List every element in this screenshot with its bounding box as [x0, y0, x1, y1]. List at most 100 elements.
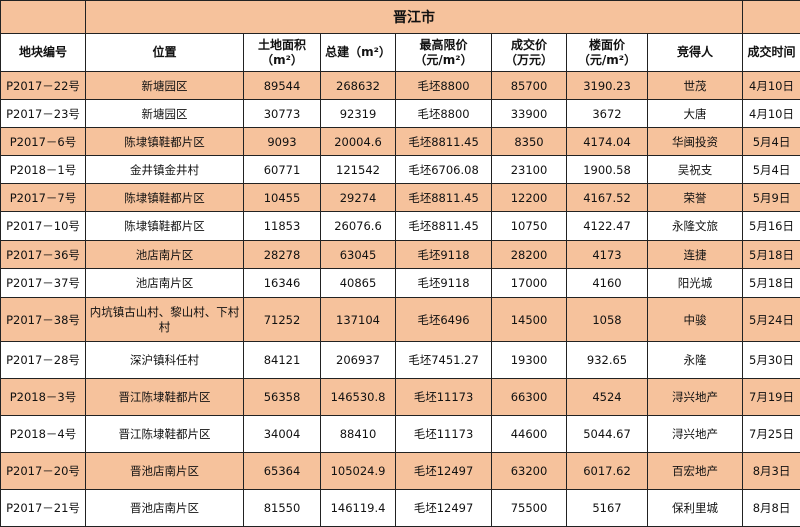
cell-id: P2017－37号	[1, 269, 86, 298]
cell-id: P2017－20号	[1, 453, 86, 490]
cell-total-build: 20004.6	[321, 128, 396, 156]
cell-total-build: 26076.6	[321, 212, 396, 241]
cell-location: 池店南片区	[86, 241, 244, 269]
cell-total-build: 29274	[321, 184, 396, 212]
table-row: P2017－21号 晋池店南片区 81550 146119.4 毛坯12497 …	[1, 490, 800, 527]
cell-deal-price: 14500	[492, 298, 567, 342]
cell-winner: 阳光城	[648, 269, 743, 298]
cell-max-price: 毛坯9118	[396, 241, 492, 269]
cell-id: P2017－7号	[1, 184, 86, 212]
cell-winner: 浔兴地产	[648, 416, 743, 453]
cell-land-area: 28278	[244, 241, 321, 269]
cell-location: 池店南片区	[86, 269, 244, 298]
cell-land-area: 16346	[244, 269, 321, 298]
cell-winner: 华闽投资	[648, 128, 743, 156]
cell-location: 晋江陈埭鞋都片区	[86, 379, 244, 416]
cell-total-build: 63045	[321, 241, 396, 269]
cell-land-area: 30773	[244, 100, 321, 128]
header-id: 地块编号	[1, 34, 86, 72]
cell-winner: 世茂	[648, 72, 743, 100]
cell-location: 陈埭镇鞋都片区	[86, 184, 244, 212]
cell-deal-price: 17000	[492, 269, 567, 298]
cell-land-area: 10455	[244, 184, 321, 212]
cell-id: P2017－22号	[1, 72, 86, 100]
header-deal-price: 成交价（万元）	[492, 34, 567, 72]
cell-location: 晋池店南片区	[86, 453, 244, 490]
cell-location: 陈埭镇鞋都片区	[86, 128, 244, 156]
header-row: 地块编号 位置 土地面积（m²） 总建（m²） 最高限价（元/m²） 成交价（万…	[1, 34, 800, 72]
cell-max-price: 毛坯8800	[396, 100, 492, 128]
cell-date: 5月24日	[743, 298, 800, 342]
cell-land-area: 9093	[244, 128, 321, 156]
title-corner-cell	[1, 1, 86, 34]
cell-date: 5月18日	[743, 269, 800, 298]
cell-id: P2017－10号	[1, 212, 86, 241]
cell-land-area: 56358	[244, 379, 321, 416]
cell-date: 8月8日	[743, 490, 800, 527]
cell-date: 5月4日	[743, 156, 800, 184]
cell-deal-price: 44600	[492, 416, 567, 453]
cell-total-build: 206937	[321, 342, 396, 379]
table-row: P2017－10号 陈埭镇鞋都片区 11853 26076.6 毛坯8811.4…	[1, 212, 800, 241]
table-row: P2017－7号 陈埭镇鞋都片区 10455 29274 毛坯8811.45 1…	[1, 184, 800, 212]
cell-deal-price: 28200	[492, 241, 567, 269]
cell-winner: 中骏	[648, 298, 743, 342]
cell-total-build: 121542	[321, 156, 396, 184]
cell-floor-price: 3672	[567, 100, 648, 128]
cell-winner: 浔兴地产	[648, 379, 743, 416]
cell-max-price: 毛坯12497	[396, 453, 492, 490]
title-end-cell	[743, 1, 800, 34]
cell-id: P2018－4号	[1, 416, 86, 453]
header-total-build: 总建（m²）	[321, 34, 396, 72]
cell-winner: 永隆文旅	[648, 212, 743, 241]
header-max-price: 最高限价（元/m²）	[396, 34, 492, 72]
cell-location: 新塘园区	[86, 72, 244, 100]
table-row: P2018－1号 金井镇金井村 60771 121542 毛坯6706.08 2…	[1, 156, 800, 184]
cell-deal-price: 10750	[492, 212, 567, 241]
header-floor-price: 楼面价（元/m²）	[567, 34, 648, 72]
cell-winner: 连捷	[648, 241, 743, 269]
header-land-area: 土地面积（m²）	[244, 34, 321, 72]
cell-id: P2018－3号	[1, 379, 86, 416]
cell-id: P2018－1号	[1, 156, 86, 184]
cell-land-area: 84121	[244, 342, 321, 379]
cell-date: 4月10日	[743, 72, 800, 100]
header-location: 位置	[86, 34, 244, 72]
cell-id: P2017－23号	[1, 100, 86, 128]
cell-location: 晋江陈埭鞋都片区	[86, 416, 244, 453]
cell-location: 新塘园区	[86, 100, 244, 128]
cell-id: P2017－36号	[1, 241, 86, 269]
cell-total-build: 146530.8	[321, 379, 396, 416]
cell-winner: 保利里城	[648, 490, 743, 527]
table-row: P2017－23号 新塘园区 30773 92319 毛坯8800 33900 …	[1, 100, 800, 128]
cell-date: 8月3日	[743, 453, 800, 490]
header-date: 成交时间	[743, 34, 800, 72]
cell-max-price: 毛坯11173	[396, 379, 492, 416]
header-winner: 竞得人	[648, 34, 743, 72]
cell-date: 7月25日	[743, 416, 800, 453]
cell-max-price: 毛坯12497	[396, 490, 492, 527]
cell-floor-price: 4167.52	[567, 184, 648, 212]
table-row: P2018－3号 晋江陈埭鞋都片区 56358 146530.8 毛坯11173…	[1, 379, 800, 416]
cell-land-area: 89544	[244, 72, 321, 100]
cell-land-area: 11853	[244, 212, 321, 241]
cell-date: 5月18日	[743, 241, 800, 269]
cell-deal-price: 33900	[492, 100, 567, 128]
cell-date: 5月9日	[743, 184, 800, 212]
cell-floor-price: 5044.67	[567, 416, 648, 453]
cell-total-build: 146119.4	[321, 490, 396, 527]
cell-floor-price: 6017.62	[567, 453, 648, 490]
cell-deal-price: 23100	[492, 156, 567, 184]
cell-floor-price: 4524	[567, 379, 648, 416]
cell-max-price: 毛坯9118	[396, 269, 492, 298]
cell-id: P2017－21号	[1, 490, 86, 527]
cell-deal-price: 63200	[492, 453, 567, 490]
cell-date: 7月19日	[743, 379, 800, 416]
cell-max-price: 毛坯6496	[396, 298, 492, 342]
cell-winner: 荣誉	[648, 184, 743, 212]
table-row: P2017－36号 池店南片区 28278 63045 毛坯9118 28200…	[1, 241, 800, 269]
cell-date: 5月30日	[743, 342, 800, 379]
cell-total-build: 268632	[321, 72, 396, 100]
cell-id: P2017－28号	[1, 342, 86, 379]
cell-total-build: 40865	[321, 269, 396, 298]
